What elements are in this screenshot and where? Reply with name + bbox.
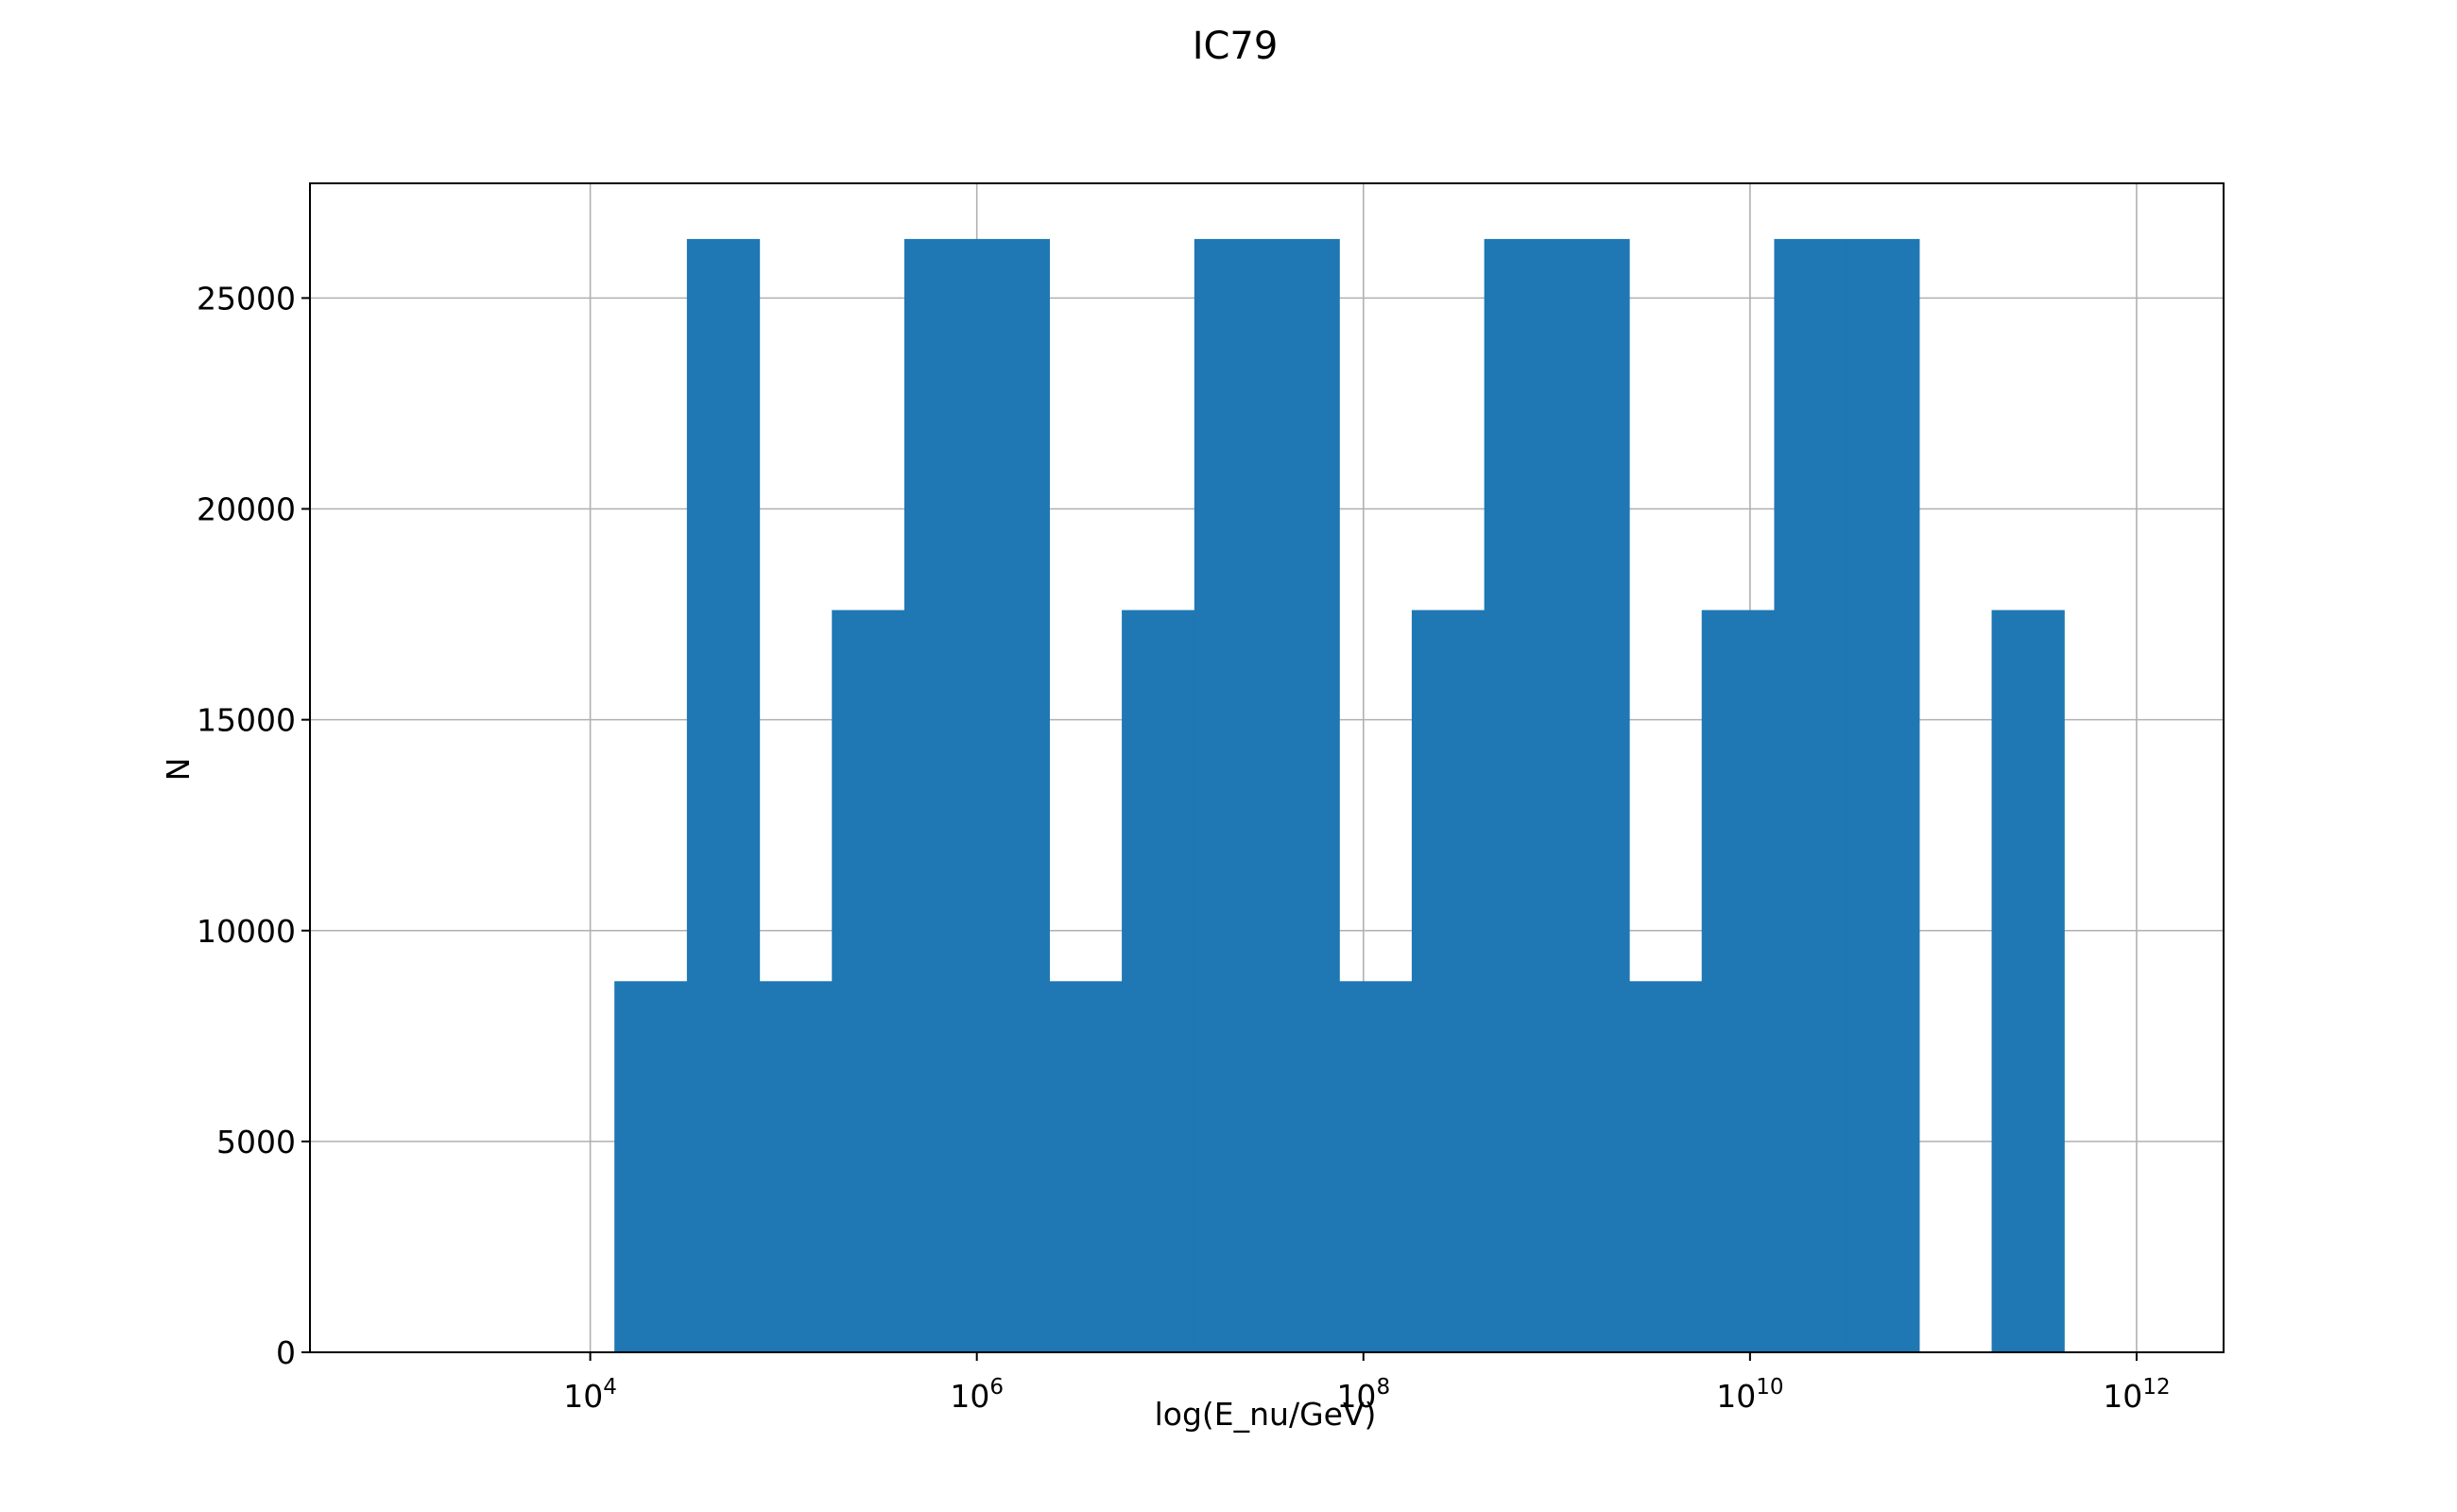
histogram-bar <box>1049 981 1123 1352</box>
bars-layer <box>614 238 2065 1352</box>
x-tick-label: 104 <box>563 1375 617 1415</box>
x-axis-label: log(E_nu/GeV) <box>1155 1396 1377 1433</box>
x-tick-label: 106 <box>950 1375 1004 1415</box>
histogram-bar <box>759 981 833 1352</box>
histogram-bar <box>1194 238 1268 1352</box>
histogram-bar <box>903 238 978 1352</box>
x-tick-base: 10 <box>563 1378 603 1415</box>
x-tick-label: 108 <box>1336 1375 1390 1415</box>
x-tick-base: 10 <box>1336 1378 1376 1415</box>
histogram-bar <box>1991 610 2065 1352</box>
histogram-bar <box>1484 238 1557 1352</box>
y-tick-label: 25000 <box>197 280 296 317</box>
x-tick-exponent: 8 <box>1376 1375 1390 1400</box>
histogram-bar <box>1411 610 1486 1352</box>
x-tick-exponent: 4 <box>603 1375 617 1400</box>
y-axis-label: N <box>160 758 197 782</box>
y-tick-label: 0 <box>276 1334 296 1371</box>
histogram-bar <box>1774 238 1847 1352</box>
chart-title: IC79 <box>1193 25 1279 68</box>
histogram-bar <box>1339 981 1413 1352</box>
x-tick-label: 1010 <box>1716 1375 1783 1415</box>
histogram-bar <box>832 610 905 1352</box>
histogram-bar <box>686 238 761 1352</box>
y-tick-label: 15000 <box>197 702 296 739</box>
x-tick-exponent: 12 <box>2142 1375 2170 1400</box>
histogram-bar <box>1701 610 1776 1352</box>
histogram-bar <box>1556 238 1630 1352</box>
x-tick-exponent: 10 <box>1756 1375 1783 1400</box>
x-tick-base: 10 <box>1716 1378 1756 1415</box>
y-tick-label: 5000 <box>216 1124 296 1160</box>
histogram-bar <box>1847 238 1920 1352</box>
histogram-bar <box>1266 238 1340 1352</box>
histogram-bar <box>614 981 688 1352</box>
histogram-bar <box>1122 610 1195 1352</box>
x-tick-label: 1012 <box>2103 1375 2170 1415</box>
histogram-bar <box>976 238 1050 1352</box>
y-tick-label: 20000 <box>197 491 296 528</box>
x-tick-base: 10 <box>2103 1378 2142 1415</box>
y-tick-label: 10000 <box>197 913 296 950</box>
plot-frame <box>309 182 2225 1353</box>
histogram-bar <box>1629 981 1703 1352</box>
x-tick-base: 10 <box>950 1378 989 1415</box>
x-tick-exponent: 6 <box>989 1375 1004 1400</box>
